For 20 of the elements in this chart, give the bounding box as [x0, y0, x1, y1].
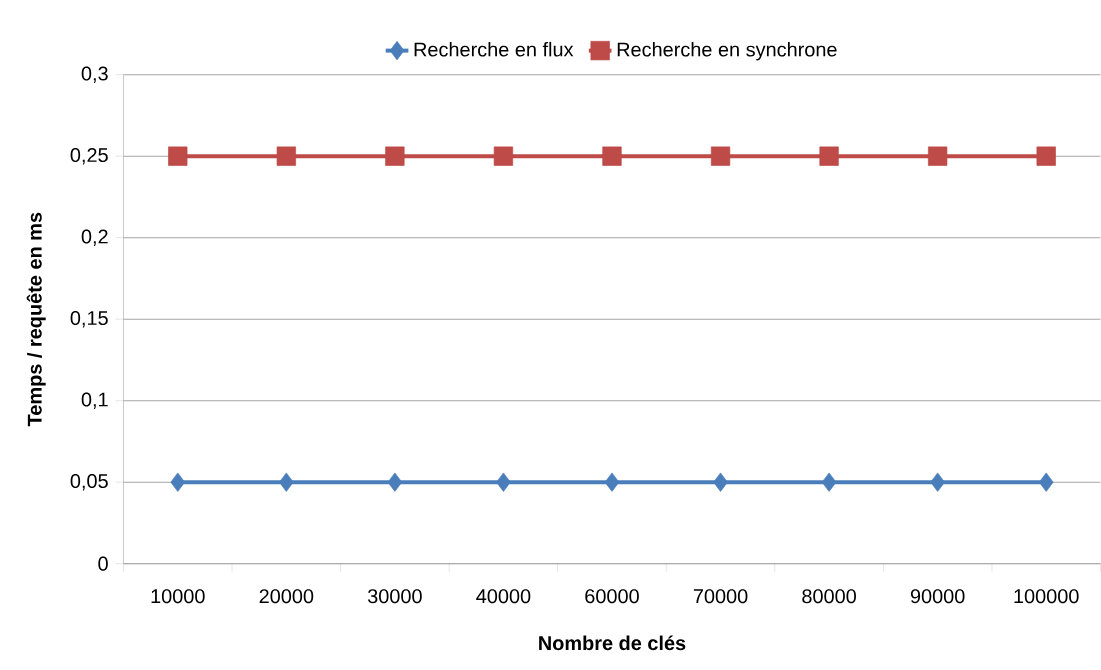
legend-label: Recherche en flux — [414, 41, 574, 57]
x-axis-title: Nombre de clés — [539, 635, 686, 651]
y-tick-label: 0,2 — [81, 229, 108, 246]
x-tick-label: 60000 — [585, 589, 639, 604]
x-tick-label: 80000 — [802, 589, 856, 604]
y-tick-label: 0,25 — [70, 147, 108, 165]
y-tick-label: 0,05 — [70, 473, 108, 491]
x-tick-label: 30000 — [367, 589, 422, 604]
y-axis-title: Temps / requête en ms — [26, 212, 46, 427]
y-tick-label: 0,3 — [81, 66, 108, 83]
legend-label: Recherche en synchrone — [617, 41, 837, 61]
y-tick-label: 0 — [98, 556, 108, 571]
y-tick-label: 0,15 — [70, 310, 108, 328]
y-tick-label: 0,1 — [81, 392, 108, 409]
x-tick-label: 10000 — [151, 589, 205, 604]
x-tick-label: 70000 — [693, 589, 748, 604]
x-tick-label: 100000 — [1014, 589, 1079, 604]
x-tick-label: 20000 — [259, 589, 314, 604]
x-tick-label: 90000 — [910, 589, 965, 604]
x-tick-label: 40000 — [476, 589, 531, 604]
